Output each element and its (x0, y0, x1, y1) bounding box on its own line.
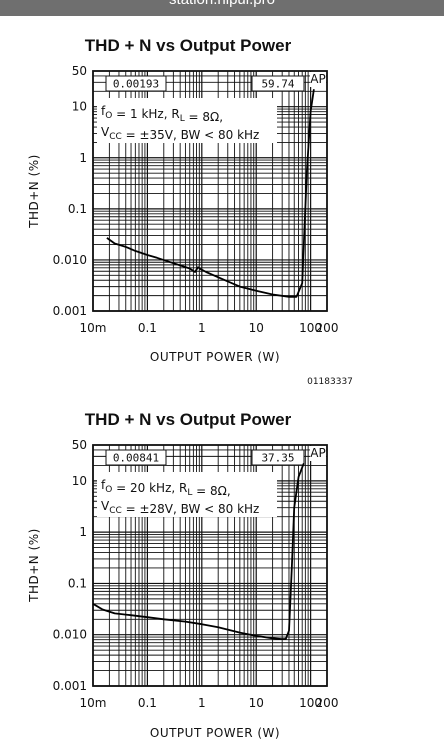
chart-2-x-tick-label: 10 (249, 696, 264, 710)
chart-1-ap-mark: AP (310, 72, 325, 86)
status-bar-title: station.nipui.pro (0, 0, 444, 8)
chart-2-y-tick-label: 0.010 (53, 628, 87, 642)
chart-2-readout-right-box (251, 449, 305, 466)
chart-1-plot-frame (92, 70, 328, 312)
chart-2-readout-left: 0.00841 (105, 449, 167, 466)
chart-1-x-tick-label: 100 (299, 321, 322, 335)
chart-1-y-tick-label: 0.001 (53, 304, 87, 318)
chart-1-readout-right: 59.74 (251, 75, 305, 92)
chart-1-y-tick-label: 50 (72, 64, 87, 78)
chart-2-title: THD + N vs Output Power (85, 410, 292, 429)
chart-2-ap-mark-bg (310, 446, 326, 461)
chart-1-title: THD + N vs Output Power (85, 36, 292, 55)
chart-1-readout-left: 0.00193 (105, 75, 167, 92)
chart-2-ylabel: THD+N (%) (27, 528, 41, 603)
chart-1-xlabel: OUTPUT POWER (W) (150, 350, 280, 364)
chart-2-conditions-bg (97, 472, 277, 517)
chart-1-readout-left-box (105, 75, 167, 92)
chart-1-figure-id: 01183337 (307, 377, 353, 387)
chart-1-ylabel: THD+N (%) (27, 154, 41, 229)
chart-1-conditions-bg (97, 98, 277, 143)
chart-2-x-tick-label: 10m (80, 696, 107, 710)
chart-2-conditions-line-2: VCC = ±28V, BW < 80 kHz (101, 499, 259, 516)
chart-2-readout-left-box (105, 449, 167, 466)
chart-2-readout-left-value: 0.00841 (113, 452, 159, 465)
chart-1-readout-right-value: 59.74 (261, 78, 294, 91)
chart-1-y-tick-label: 1 (79, 151, 87, 165)
chart-2-ap-mark: AP (310, 446, 325, 460)
chart-1-readout-left-value: 0.00193 (113, 78, 159, 91)
chart-2-x-tick-label: 1 (198, 696, 206, 710)
chart-2-plot-frame (92, 444, 328, 687)
chart-1-ap-mark-bg (310, 72, 326, 87)
chart-2-xlabel: OUTPUT POWER (W) (150, 726, 280, 740)
chart-2-series-line (92, 462, 305, 640)
chart-1-x-tick-label: 200 (316, 321, 339, 335)
chart-1-y-tick-label: 0.010 (53, 253, 87, 267)
chart-1-conditions-line-1: fO = 1 kHz, RL = 8Ω, (101, 104, 223, 124)
chart-2-x-tick-label: 200 (316, 696, 339, 710)
chart-1-x-tick-label: 10 (249, 321, 264, 335)
chart-2-readout-right-value: 37.35 (261, 452, 294, 465)
chart-2-y-tick-label: 0.1 (68, 576, 87, 590)
chart-1-y-tick-label: 0.1 (68, 202, 87, 216)
chart-2-y-tick-label: 50 (72, 438, 87, 452)
chart-2-x-tick-label: 0.1 (138, 696, 157, 710)
chart-2-x-tick-label: 100 (299, 696, 322, 710)
chart-1-y-tick-label: 10 (72, 100, 87, 114)
status-bar: station.nipui.pro (0, 0, 444, 16)
chart-2-y-tick-label: 1 (79, 525, 87, 539)
chart-2-y-tick-label: 10 (72, 474, 87, 488)
chart-1-readout-right-box (251, 75, 305, 92)
chart-1-series-line (106, 89, 315, 298)
chart-2-conditions-line-1: fO = 20 kHz, RL = 8Ω, (101, 478, 231, 498)
chart-1-x-tick-label: 0.1 (138, 321, 157, 335)
chart-2-readout-right: 37.35 (251, 449, 305, 466)
chart-1-x-tick-label: 10m (80, 321, 107, 335)
chart-2-y-tick-label: 0.001 (53, 679, 87, 693)
chart-1-conditions-line-2: VCC = ±35V, BW < 80 kHz (101, 125, 259, 142)
chart-1-x-tick-label: 1 (198, 321, 206, 335)
